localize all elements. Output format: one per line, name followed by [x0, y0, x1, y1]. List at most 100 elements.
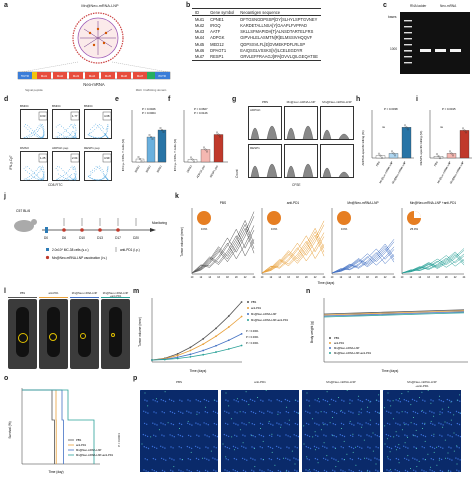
nucleus: [196, 411, 198, 413]
nucleus: [339, 434, 341, 436]
nucleus: [396, 434, 398, 436]
cd8-cell: [271, 433, 273, 435]
panel-label-l: l: [4, 288, 6, 295]
nucleus: [277, 434, 279, 436]
panel-label-d: d: [4, 96, 9, 103]
nucleus: [295, 411, 298, 414]
cd8-cell: [308, 469, 310, 471]
nucleus: [316, 458, 319, 461]
panel-label-a: a: [4, 2, 8, 9]
mouse-label: PBS: [8, 292, 37, 298]
cd8-cell: [271, 451, 273, 453]
nucleus: [398, 412, 400, 414]
nucleus: [145, 470, 147, 472]
nucleus: [208, 436, 210, 438]
nucleus: [305, 422, 308, 425]
nucleus: [397, 423, 399, 425]
nucleus: [359, 446, 361, 448]
nucleus: [416, 436, 418, 438]
nucleus: [374, 457, 376, 459]
nucleus: [177, 410, 180, 413]
nucleus: [261, 411, 263, 413]
nucleus: [431, 470, 433, 472]
mouse-image: [39, 299, 68, 369]
nucleus: [146, 423, 148, 425]
x-tick: 14: [208, 276, 211, 279]
cd8-cell: [392, 418, 394, 420]
nucleus: [277, 469, 280, 472]
nucleus: [308, 459, 310, 461]
data-point: [191, 158, 194, 161]
cd8-cell: [352, 433, 354, 435]
nucleus: [309, 471, 311, 472]
mouse-body: [16, 307, 29, 357]
mouse-label: Mn@Neo-mRNA-LNP: [70, 292, 99, 298]
svg-text:2.04: 2.04: [72, 156, 78, 160]
nucleus: [356, 445, 359, 448]
n-ylabel: Body weight (g): [310, 321, 314, 343]
pie-chart: [267, 211, 281, 225]
m-ylabel: Tumor volume (mm³): [138, 317, 142, 347]
nucleus: [349, 434, 352, 437]
nucleus: [342, 423, 345, 426]
nucleus: [197, 423, 199, 425]
nucleus: [267, 410, 269, 412]
bar-chart-i: RESP1-specific killing (%) P = 0.0015 ns…: [419, 107, 472, 185]
tumor-outline: [111, 333, 115, 337]
cd8-cell: [427, 390, 429, 391]
panel-e: IFN-γ+ CD8+ T cells (%) P = 0.0026 P = 0…: [120, 100, 168, 190]
nucleus: [433, 471, 435, 472]
nucleus: [368, 411, 371, 414]
nucleus: [343, 400, 345, 402]
nucleus: [431, 446, 434, 449]
nucleus: [440, 423, 442, 425]
panel-n: Body weight (g) Time (days) PBS anti-PD1 M…: [310, 292, 472, 374]
nucleus: [171, 458, 173, 460]
mouse-body: [78, 307, 91, 357]
nucleus: [227, 459, 229, 461]
cd8-cell: [425, 459, 426, 460]
nucleus: [297, 435, 299, 438]
i-stat-2: ns: [440, 125, 444, 129]
nucleus: [429, 469, 431, 471]
nucleus: [332, 446, 334, 448]
micro-image: [221, 390, 299, 472]
nucleus: [232, 445, 235, 448]
nucleus: [280, 447, 282, 449]
nucleus: [288, 447, 290, 449]
nucleus: [207, 470, 209, 472]
nucleus: [314, 399, 316, 401]
cd8-cell: [274, 464, 276, 466]
nucleus: [377, 470, 379, 472]
nucleus: [451, 436, 453, 438]
nucleus: [288, 400, 291, 403]
nucleus: [413, 423, 415, 425]
growth-line: [331, 248, 395, 274]
nucleus: [206, 458, 208, 460]
bar: [187, 159, 198, 163]
panel-label-f: f: [168, 96, 171, 103]
nucleus: [203, 422, 205, 424]
nucleus: [206, 435, 208, 437]
data-point: [219, 135, 221, 138]
nucleus: [455, 410, 458, 413]
legend-entry: anti-PD1: [334, 341, 345, 345]
growth-line: [191, 216, 255, 274]
nucleus: [416, 400, 418, 402]
nucleus: [258, 410, 261, 413]
table-row: Mut1 CPNE1 DFTGSNGDPSSP[DY]SLHYLSPTGVNEY: [192, 16, 321, 23]
tumor-outline: [49, 333, 57, 341]
nucleus: [187, 422, 189, 424]
nucleus: [197, 458, 200, 461]
nucleus: [308, 435, 311, 438]
data-point: [204, 148, 207, 151]
panel-label-o: o: [4, 375, 9, 382]
nucleus: [198, 435, 200, 437]
panel-label-b: b: [186, 2, 191, 9]
cd8-cell: [286, 406, 288, 408]
nucleus: [216, 435, 218, 438]
data-point: [227, 315, 230, 317]
nucleus: [243, 446, 245, 448]
nucleus: [224, 446, 226, 448]
avg-line: [151, 316, 242, 361]
